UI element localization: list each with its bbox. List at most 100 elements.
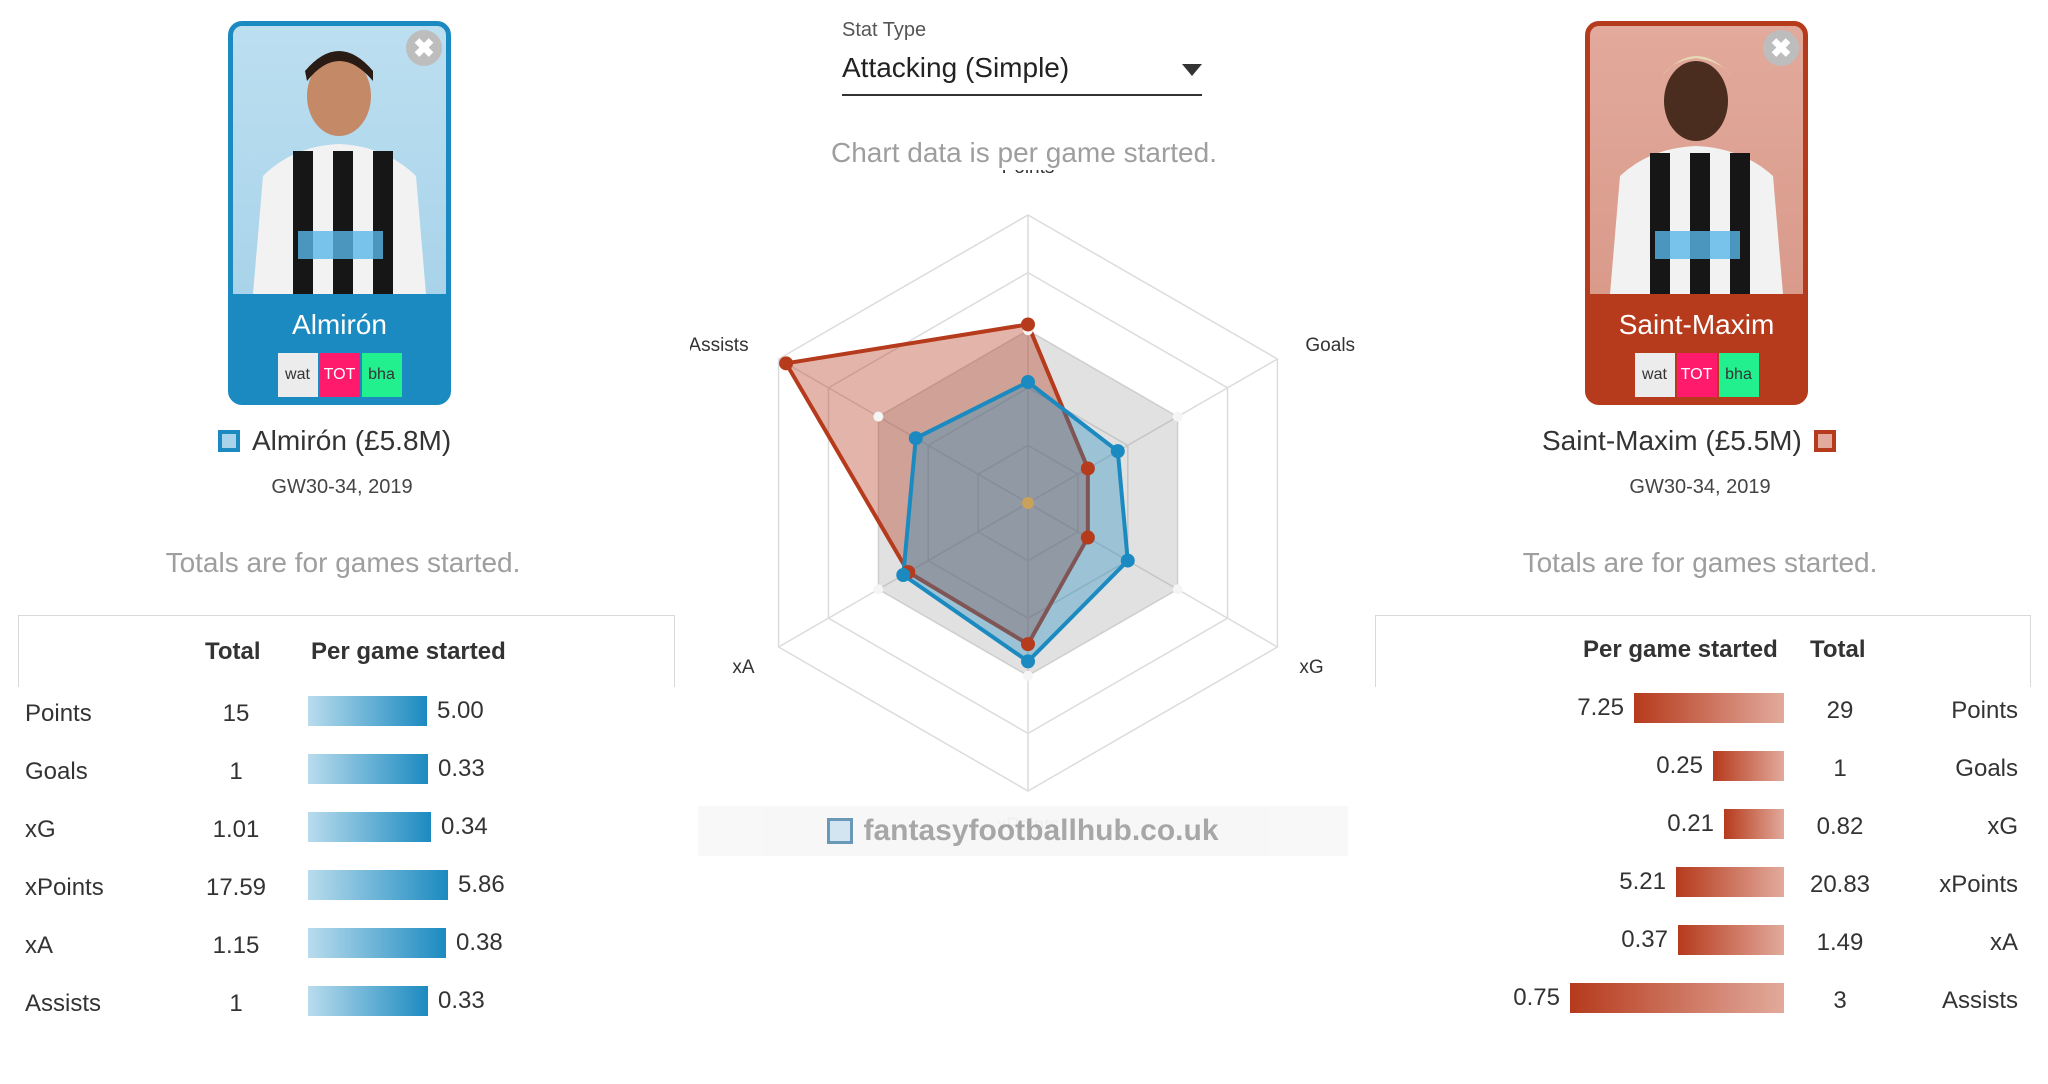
average-point: [1023, 670, 1033, 681]
center-point: [1022, 497, 1034, 509]
fixture-badge: wat: [1634, 353, 1675, 397]
left-legend-swatch: [218, 430, 240, 452]
axis-label: xG: [1299, 657, 1323, 678]
right-legend-label: Saint-Maxim (£5.5M): [1542, 425, 1802, 456]
fixture-badge: bha: [361, 353, 402, 397]
left-row-value: 0.33: [438, 987, 485, 1014]
right-row-bar: [1724, 809, 1784, 839]
left-row-label: xA: [25, 932, 54, 959]
left-row-total: 1: [229, 990, 243, 1017]
left-row-label: xG: [25, 816, 56, 843]
right-series-point: [1080, 461, 1095, 476]
right-player-name: Saint-Maxim: [1618, 309, 1775, 340]
left-row-label: Goals: [25, 758, 88, 785]
axis-label: Assists: [690, 335, 749, 356]
stat-type-select[interactable]: Attacking (Simple): [842, 52, 1202, 96]
left-row-total: 1.01: [212, 816, 260, 843]
left-series-point: [1021, 375, 1035, 390]
right-row-total: 3: [1833, 987, 1847, 1014]
close-icon[interactable]: ✖: [1763, 30, 1799, 66]
right-header-per-game: Per game started: [1583, 636, 1778, 663]
right-totals-note: Totals are for games started.: [1522, 547, 1878, 578]
right-player-photo: [1590, 26, 1803, 294]
right-player-card[interactable]: ✖ Saint-Maxim wat TOT bha: [1585, 21, 1808, 405]
right-row-label: xPoints: [1939, 871, 2018, 898]
left-legend[interactable]: Almirón (£5.8M): [218, 425, 451, 457]
grid-spoke: [778, 358, 1029, 504]
left-series-point: [1120, 553, 1135, 568]
grid-spoke: [1027, 358, 1278, 504]
right-row-value: 0.37: [1621, 926, 1668, 953]
left-row-bar: [308, 754, 428, 784]
left-row-label: Points: [25, 700, 92, 727]
left-row-total: 15: [222, 700, 250, 727]
stat-type-value: Attacking (Simple): [842, 52, 1070, 83]
right-row-total: 1.49: [1816, 929, 1864, 956]
right-legend[interactable]: Saint-Maxim (£5.5M): [1542, 425, 1836, 457]
right-row-bar: [1678, 925, 1784, 955]
right-row-label: Assists: [1941, 987, 2018, 1014]
left-row-total: 17.59: [205, 874, 267, 901]
average-point: [1172, 411, 1183, 422]
right-series-point: [779, 356, 794, 371]
left-series-point: [896, 568, 911, 582]
right-period: GW30-34, 2019: [1629, 476, 1771, 498]
left-totals-note: Totals are for games started.: [165, 547, 521, 578]
right-row-value: 0.21: [1667, 810, 1714, 837]
left-row-total: 1.15: [212, 932, 260, 959]
axis-label: Points: [1002, 170, 1055, 178]
left-row-label: xPoints: [25, 874, 104, 901]
fixture-badge: TOT: [1676, 353, 1717, 397]
left-row-label: Assists: [25, 990, 102, 1017]
left-row-bar: [308, 812, 431, 842]
left-row-value: 0.38: [456, 929, 503, 956]
average-point: [873, 584, 884, 595]
right-row-total: 20.83: [1809, 871, 1871, 898]
right-series-point: [1080, 530, 1095, 545]
right-legend-swatch: [1813, 430, 1836, 452]
axis-label: Goals: [1305, 335, 1355, 356]
left-row-value: 5.86: [458, 871, 505, 898]
right-fixtures: wat TOT bha: [1590, 353, 1803, 397]
left-stats-header: [18, 615, 675, 687]
close-icon[interactable]: ✖: [406, 30, 442, 66]
right-header-total: Total: [1810, 636, 1866, 663]
right-row-total: 0.82: [1816, 813, 1864, 840]
left-series-point: [1021, 654, 1035, 669]
right-row-value: 7.25: [1577, 694, 1624, 721]
chevron-down-icon: [1182, 64, 1202, 76]
left-period: GW30-34, 2019: [271, 476, 413, 498]
right-stats-header: [1375, 615, 2031, 687]
left-row-bar: [308, 928, 446, 958]
right-row-value: 0.25: [1656, 752, 1703, 779]
left-player-name: Almirón: [292, 309, 387, 340]
left-legend-label: Almirón (£5.8M): [252, 425, 452, 456]
radar-chart: PointsGoalsxGxPointsxAAssists: [690, 170, 1355, 830]
left-row-bar: [308, 870, 448, 900]
left-player-photo: [233, 26, 446, 294]
fixture-badge: wat: [277, 353, 318, 397]
right-row-bar: [1676, 867, 1784, 897]
right-row-total: 29: [1826, 697, 1854, 724]
right-row-total: 1: [1833, 755, 1847, 782]
average-point: [873, 411, 884, 422]
left-series-point: [908, 431, 923, 446]
right-row-label: xA: [1989, 929, 2018, 956]
left-fixtures: wat TOT bha: [233, 353, 446, 397]
axis-label: xA: [732, 657, 755, 678]
average-point: [1172, 584, 1183, 595]
watermark-text: fantasyfootballhub.co.uk: [863, 814, 1219, 847]
left-row-total: 1: [229, 758, 243, 785]
grid-spoke: [1027, 502, 1278, 648]
watermark: fantasyfootballhub.co.uk: [698, 806, 1348, 856]
right-row-bar: [1570, 983, 1784, 1013]
right-row-bar: [1634, 693, 1784, 723]
logo-icon: [827, 818, 854, 844]
right-series-point: [1021, 317, 1035, 332]
right-row-label: Goals: [1955, 755, 2018, 782]
left-header-per-game: Per game started: [311, 638, 506, 665]
right-row-bar: [1713, 751, 1784, 781]
left-player-card[interactable]: ✖ Almirón wat TOT bha: [228, 21, 451, 405]
left-row-bar: [308, 696, 427, 726]
left-row-value: 5.00: [437, 697, 484, 724]
